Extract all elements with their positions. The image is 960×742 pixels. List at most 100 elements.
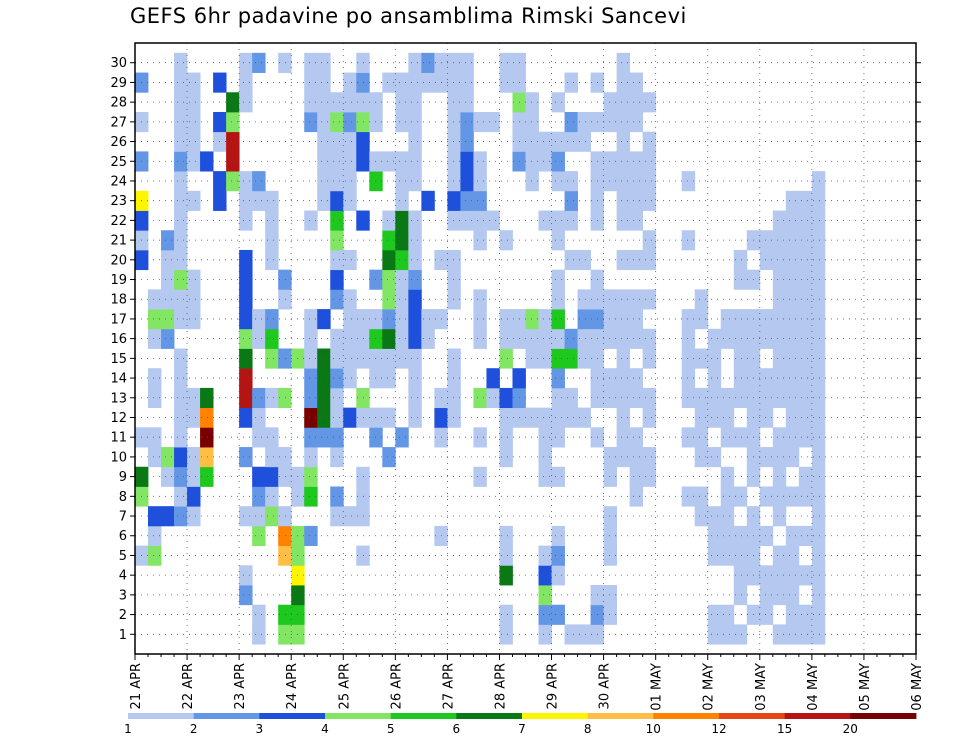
- heatmap-cell: [551, 328, 565, 349]
- heatmap-cell: [174, 447, 188, 468]
- heatmap-cell: [382, 249, 396, 271]
- heatmap-cell: [642, 230, 657, 251]
- heatmap-cell: [720, 545, 735, 566]
- heatmap-cell: [811, 565, 826, 586]
- heatmap-cell: [265, 230, 279, 251]
- heatmap-cell: [382, 210, 396, 231]
- heatmap-cell: [382, 269, 396, 290]
- heatmap-cell: [369, 151, 383, 172]
- heatmap-cell: [577, 309, 591, 330]
- heatmap-cell: [408, 151, 422, 172]
- heatmap-cell: [252, 328, 266, 349]
- heatmap-cell: [408, 328, 422, 349]
- legend-color-swatch: [719, 713, 786, 719]
- legend-color-swatch: [653, 713, 720, 719]
- heatmap-cell: [317, 131, 331, 152]
- heatmap-cell: [304, 387, 318, 409]
- heatmap-cell: [304, 447, 318, 468]
- heatmap-cell: [265, 506, 279, 527]
- heatmap-cell: [525, 328, 539, 349]
- heatmap-cell: [408, 230, 422, 251]
- heatmap-cell: [681, 328, 696, 349]
- heatmap-cell: [616, 171, 631, 192]
- legend-tick-label: 1: [124, 722, 132, 736]
- heatmap-cell: [603, 545, 618, 566]
- heatmap-cell: [265, 427, 279, 448]
- heatmap-cell: [681, 348, 696, 369]
- heatmap-cell: [317, 190, 331, 211]
- heatmap-cell: [499, 348, 513, 369]
- heatmap-cell: [551, 348, 565, 369]
- heatmap-cell: [330, 151, 344, 172]
- heatmap-cell: [317, 52, 331, 73]
- heatmap-cell: [408, 249, 422, 271]
- y-tick-label: 21: [110, 234, 127, 249]
- legend-tick-label: 4: [321, 722, 329, 736]
- heatmap-cell: [395, 72, 409, 93]
- heatmap-cell: [356, 111, 370, 133]
- heatmap-cell: [460, 92, 474, 113]
- heatmap-cell: [759, 309, 774, 330]
- heatmap-cell: [642, 92, 657, 113]
- heatmap-cell: [330, 486, 344, 507]
- heatmap-cell: [356, 309, 370, 330]
- x-tick-label: 04 MAY: [806, 663, 821, 711]
- heatmap-cell: [265, 210, 279, 231]
- heatmap-cell: [356, 407, 370, 428]
- heatmap-cell: [447, 190, 461, 211]
- heatmap-cell: [447, 368, 461, 389]
- heatmap-cell: [278, 269, 292, 290]
- heatmap-cell: [486, 210, 500, 231]
- heatmap-cell: [239, 52, 253, 73]
- heatmap-cell: [551, 151, 565, 172]
- y-tick-label: 29: [110, 76, 127, 91]
- heatmap-cell: [759, 328, 774, 349]
- heatmap-cell: [330, 210, 344, 231]
- heatmap-cell: [382, 289, 396, 310]
- legend-tick-label: 15: [777, 722, 792, 736]
- heatmap-cell: [564, 328, 578, 349]
- heatmap-cell: [226, 131, 240, 152]
- heatmap-cell: [720, 466, 735, 487]
- heatmap-cell: [733, 545, 748, 566]
- heatmap-cell: [798, 565, 813, 586]
- heatmap-cell: [629, 309, 644, 330]
- heatmap-cell: [343, 131, 357, 152]
- heatmap-cell: [304, 525, 318, 546]
- heatmap-cell: [226, 111, 240, 133]
- heatmap-cell: [499, 447, 513, 468]
- heatmap-cell: [304, 466, 318, 487]
- heatmap-cell: [174, 387, 188, 409]
- heatmap-cell: [369, 92, 383, 113]
- heatmap-cell: [343, 190, 357, 211]
- heatmap-cell: [759, 447, 774, 468]
- heatmap-cell: [785, 624, 800, 645]
- legend-color-swatch: [390, 713, 457, 719]
- heatmap-cell: [720, 309, 735, 330]
- y-tick-label: 1: [119, 628, 127, 643]
- heatmap-cell: [343, 289, 357, 310]
- heatmap-cell: [811, 171, 826, 192]
- legend-tick-label: 20: [843, 722, 858, 736]
- heatmap-cell: [174, 131, 188, 152]
- heatmap-cell: [616, 52, 631, 73]
- heatmap-cell: [759, 604, 774, 625]
- heatmap-cell: [239, 368, 253, 389]
- x-tick-label: 25 APR: [337, 663, 352, 709]
- heatmap-cell: [707, 545, 722, 566]
- heatmap-cell: [317, 111, 331, 133]
- heatmap-cell: [252, 407, 266, 428]
- y-tick-label: 24: [110, 174, 127, 189]
- heatmap-cell: [330, 328, 344, 349]
- legend-tick-label: 5: [387, 722, 395, 736]
- heatmap-cell: [811, 525, 826, 546]
- heatmap-cell: [811, 328, 826, 349]
- heatmap-cell: [616, 289, 631, 310]
- heatmap-cell: [460, 52, 474, 73]
- heatmap-cell: [408, 368, 422, 389]
- heatmap-cell: [577, 289, 591, 310]
- heatmap-cell: [161, 309, 175, 330]
- heatmap-cell: [356, 72, 370, 93]
- heatmap-cell: [538, 407, 552, 428]
